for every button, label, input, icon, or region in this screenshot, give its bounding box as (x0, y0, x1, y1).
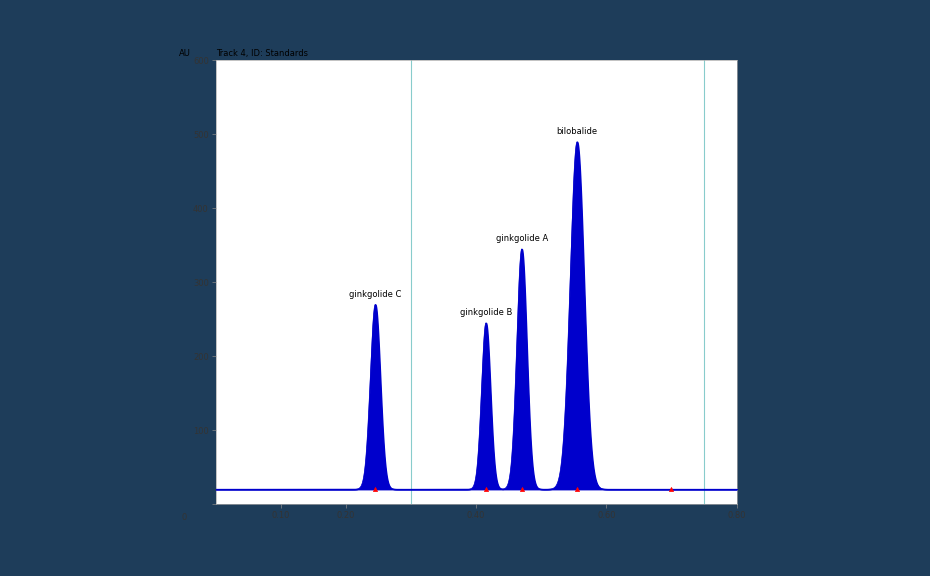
Text: ginkgolide B: ginkgolide B (459, 308, 512, 317)
Text: ginkgolide C: ginkgolide C (349, 290, 402, 298)
Text: Track 4, ID: Standards: Track 4, ID: Standards (216, 50, 308, 58)
Text: ginkgolide A: ginkgolide A (496, 234, 548, 243)
Text: bilobalide: bilobalide (556, 127, 598, 136)
Text: AU: AU (179, 50, 192, 58)
Text: 0: 0 (182, 513, 187, 522)
